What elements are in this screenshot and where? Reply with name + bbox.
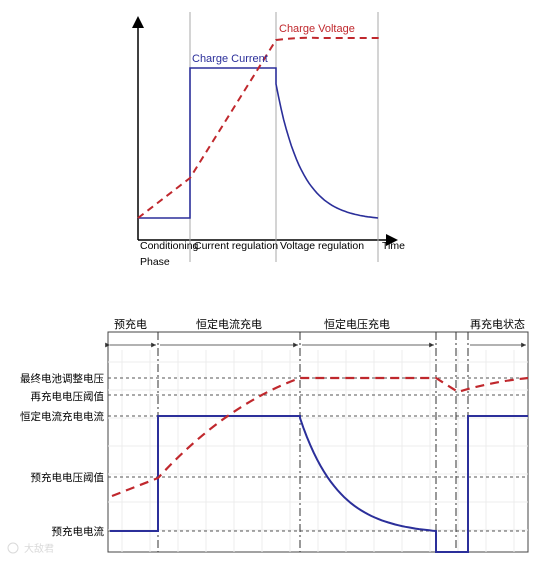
charge-voltage-label: Charge Voltage (279, 23, 355, 35)
top-diagram: Charge Voltage Charge Current Conditioni… (132, 12, 405, 268)
watermark-text: 大敌君 (24, 542, 54, 555)
level-label-recharge-threshold: 再充电电压阈值 (31, 390, 105, 403)
bottom-phase-cv: 恒定电压充电 (324, 317, 390, 331)
level-label-cc-current: 恒定电流充电电流 (20, 410, 104, 423)
bottom-phase-recharge: 再充电状态 (470, 317, 525, 331)
time-axis-label: Time (382, 240, 405, 252)
bottom-diagram: 预充电 恒定电流充电 恒定电压充电 再充电状态 最终电池调整电压 再充电电压阈值… (20, 317, 529, 553)
bottom-phase-precharge: 预充电 (114, 317, 147, 331)
top-phase-conditioning-sub: Phase (140, 256, 170, 268)
watermark: 大敌君 (7, 542, 54, 555)
bottom-current-curve (110, 415, 528, 553)
top-phase-conditioning: Conditioning (140, 240, 199, 252)
level-label-precharge-threshold: 预充电电压阈值 (31, 471, 105, 484)
level-label-precharge-current: 预充电电流 (52, 525, 105, 538)
watermark-logo-icon (7, 542, 19, 554)
bottom-grid (108, 350, 528, 552)
charge-current-curve (138, 67, 379, 219)
top-phase-voltage-regulation: Voltage regulation (280, 240, 364, 252)
top-phase-current-regulation: Current regulation (194, 240, 278, 252)
charge-voltage-curve (137, 36, 382, 219)
level-label-final-voltage: 最终电池调整电压 (20, 372, 104, 385)
bottom-phase-cc: 恒定电流充电 (196, 317, 262, 331)
charge-current-label: Charge Current (192, 53, 268, 65)
bottom-voltage-curve (111, 376, 529, 498)
